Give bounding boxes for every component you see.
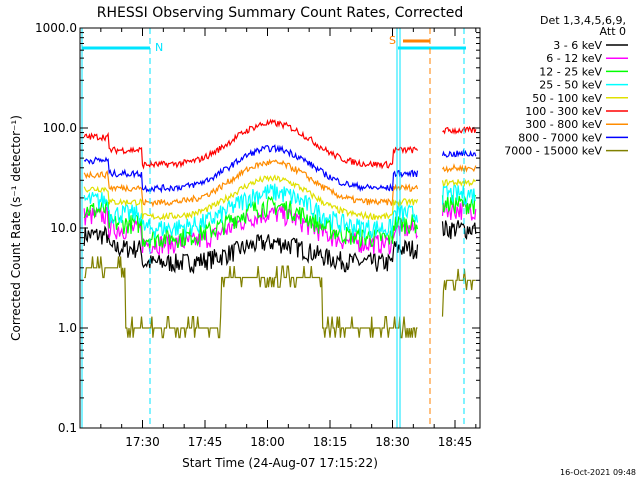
legend-label: 50 - 100 keV [532,92,602,105]
x-tick-label: 17:45 [188,435,223,449]
annotation-n: N [155,41,163,54]
legend-label: 3 - 6 keV [553,39,602,52]
annotation-s: S [389,34,396,47]
series-line [83,182,477,239]
series-layer [83,118,477,339]
legend-header: Att 0 [600,25,626,38]
y-tick-label: 1000.0 [35,21,77,35]
y-axis-label: Corrected Count Rate (s⁻¹ detector⁻¹) [9,115,23,341]
series-line [84,256,476,339]
x-tick-label: 18:15 [313,435,348,449]
chart-title: RHESSI Observing Summary Count Rates, Co… [97,5,463,21]
legend-label: 7000 - 15000 keV [504,145,602,158]
y-tick-label: 1.0 [58,321,77,335]
x-tick-label: 17:30 [125,435,160,449]
x-axis: 17:30 17:45 18:00 18:15 18:30 18:45 [100,28,477,449]
legend-label: 12 - 25 keV [539,65,602,78]
series-line [83,144,477,194]
series-line [83,220,477,275]
x-axis-label: Start Time (24-Aug-07 17:15:22) [182,456,378,470]
timestamp: 16-Oct-2021 09:48 [560,468,636,477]
legend-label: 800 - 7000 keV [518,131,602,144]
legend-label: 6 - 12 keV [546,52,602,65]
plot-frame [79,27,481,429]
series-line [83,174,477,221]
y-tick-label: 0.1 [58,421,77,435]
y-axis: 0.1 1.0 10.0 100.0 1000.0 [35,21,480,435]
legend-header: Det 1,3,4,5,6,9, [540,14,626,27]
legend-label: 25 - 50 keV [539,79,602,92]
x-tick-label: 18:00 [250,435,285,449]
y-tick-label: 100.0 [43,121,77,135]
series-line [83,158,477,208]
x-tick-label: 18:45 [438,435,473,449]
legend-label: 300 - 800 keV [525,118,602,131]
x-tick-label: 18:30 [375,435,410,449]
series-line [83,118,477,170]
y-tick-label: 10.0 [50,221,77,235]
legend-label: 100 - 300 keV [525,105,602,118]
